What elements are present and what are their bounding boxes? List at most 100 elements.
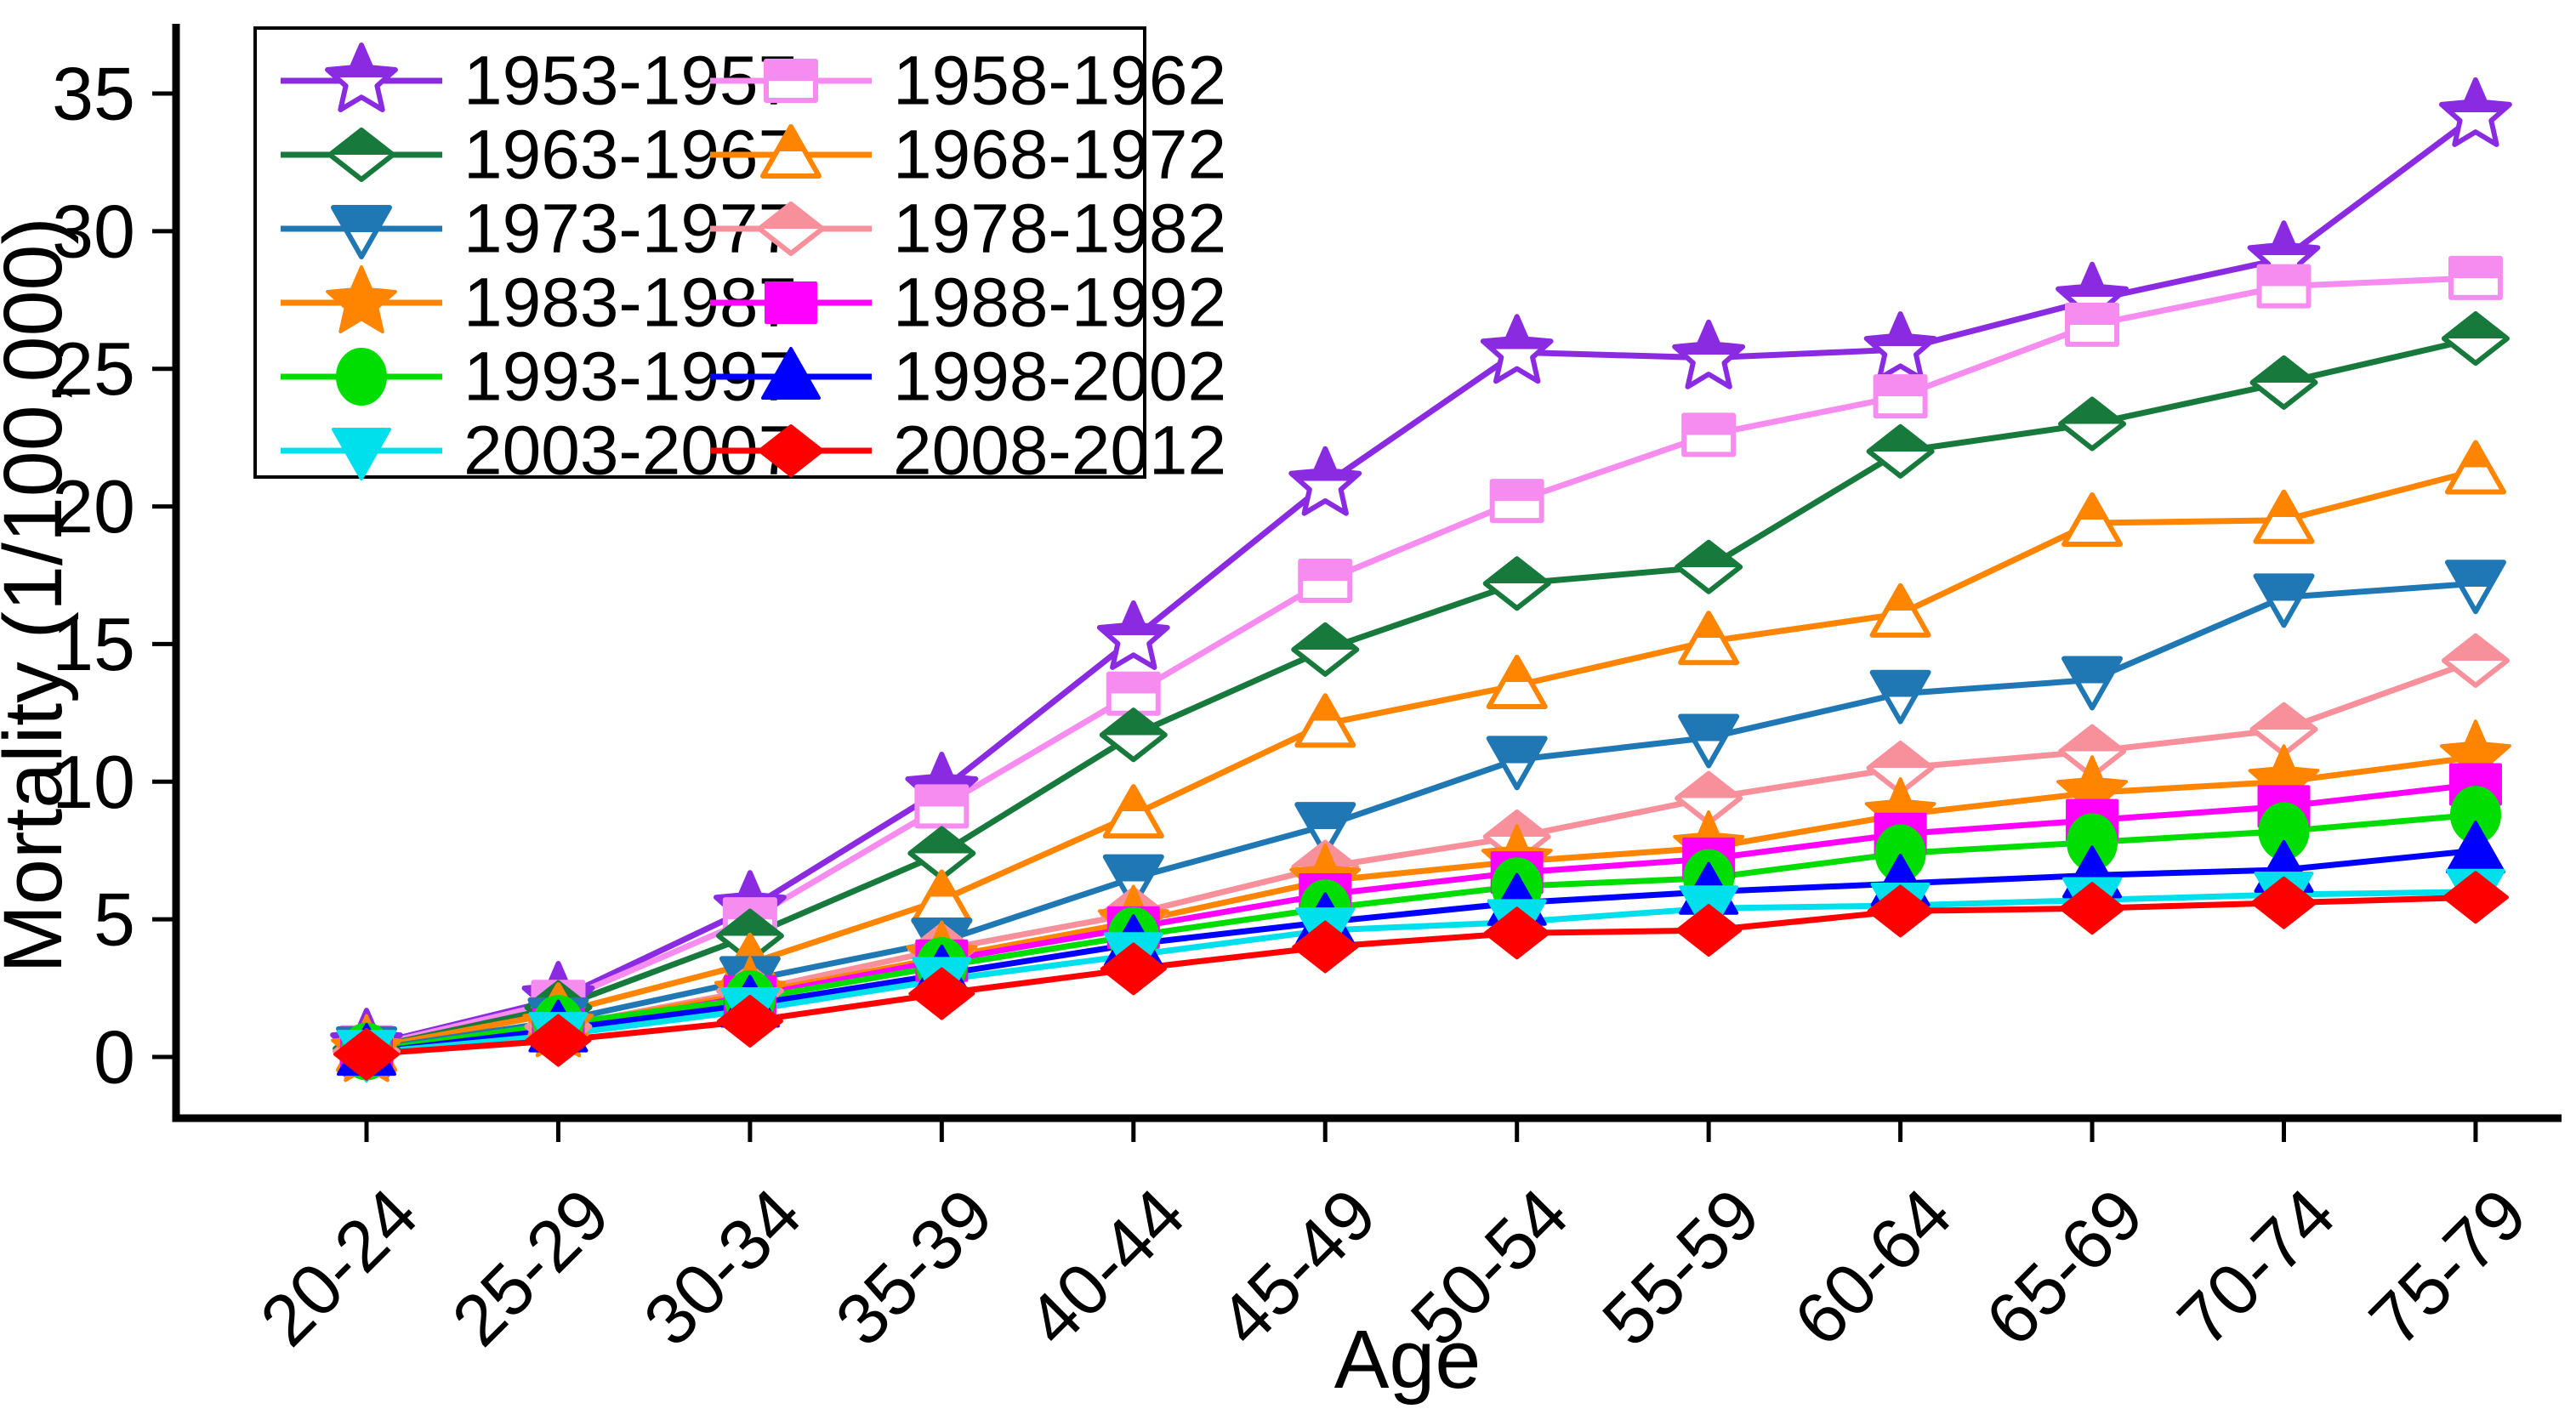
data-point-1963-1967-75-79 bbox=[2441, 311, 2510, 366]
y-tick-label: 15 bbox=[52, 602, 135, 686]
data-point-1968-1972-65-69 bbox=[2061, 492, 2124, 548]
data-point-1973-1977-40-44 bbox=[1102, 854, 1164, 909]
data-point-1968-1972-60-64 bbox=[1869, 582, 1931, 638]
legend-item-2008-2012: 2008-2012 bbox=[710, 412, 1226, 490]
data-point-1953-1957-50-54 bbox=[1480, 314, 1554, 384]
y-tick-label: 0 bbox=[94, 1015, 135, 1099]
x-tick-label: 30-34 bbox=[628, 1173, 816, 1361]
legend-label: 1998-2002 bbox=[893, 338, 1226, 416]
data-point-1953-1957-45-49 bbox=[1288, 446, 1362, 516]
data-point-1958-1962-65-69 bbox=[2065, 302, 2120, 347]
legend-marker-triangle-down bbox=[331, 205, 392, 259]
legend-marker-diamond bbox=[757, 202, 825, 256]
legend-label: 2008-2012 bbox=[893, 412, 1226, 490]
legend-label: 1978-1982 bbox=[893, 190, 1226, 268]
data-point-1978-1982-65-69 bbox=[2058, 724, 2127, 779]
x-tick-label: 20-24 bbox=[246, 1173, 434, 1361]
data-point-1963-1967-70-74 bbox=[2249, 355, 2318, 410]
data-point-2008-2012-40-44 bbox=[1100, 942, 1167, 996]
data-point-1953-1957-40-44 bbox=[1096, 600, 1170, 670]
data-point-1953-1957-55-59 bbox=[1672, 319, 1746, 389]
data-point-1963-1967-55-59 bbox=[1675, 539, 1743, 594]
data-point-2008-2012-65-69 bbox=[2059, 882, 2126, 935]
x-tick-label: 65-69 bbox=[1971, 1173, 2159, 1361]
data-point-2008-2012-50-54 bbox=[1483, 906, 1550, 960]
data-point-1958-1962-40-44 bbox=[1106, 671, 1161, 716]
data-point-1978-1982-60-64 bbox=[1866, 741, 1935, 796]
data-point-1973-1977-55-59 bbox=[1678, 713, 1740, 769]
data-point-1973-1977-65-69 bbox=[2061, 656, 2124, 711]
legend-item-1978-1982: 1978-1982 bbox=[710, 190, 1226, 268]
legend-label: 1968-1972 bbox=[893, 116, 1226, 194]
legend-marker-star bbox=[326, 265, 397, 333]
y-axis-title: Mortality (1/100,000) bbox=[0, 217, 79, 974]
data-point-1968-1972-40-44 bbox=[1102, 784, 1164, 839]
x-tick-label: 70-74 bbox=[2163, 1173, 2351, 1361]
legend-item-1958-1962: 1958-1962 bbox=[710, 43, 1226, 120]
x-tick-label: 75-79 bbox=[2354, 1173, 2542, 1361]
data-point-1958-1962-50-54 bbox=[1489, 479, 1544, 524]
y-tick-label: 5 bbox=[94, 878, 135, 962]
data-point-2008-2012-70-74 bbox=[2250, 876, 2317, 929]
legend-item-1988-1992: 1988-1992 bbox=[710, 264, 1226, 342]
x-tick-label: 35-39 bbox=[821, 1173, 1009, 1361]
legend-item-1968-1972: 1968-1972 bbox=[710, 116, 1226, 194]
data-point-1958-1962-35-39 bbox=[914, 784, 970, 829]
data-point-2008-2012-55-59 bbox=[1675, 904, 1743, 957]
legend-marker-triangle-down bbox=[332, 428, 391, 480]
series-line-2003-2007 bbox=[363, 889, 2479, 1056]
data-point-1968-1972-55-59 bbox=[1678, 611, 1740, 666]
data-point-2008-2012-20-24 bbox=[333, 1027, 400, 1081]
legend-label: 1988-1992 bbox=[893, 264, 1226, 342]
data-point-1963-1967-35-39 bbox=[907, 826, 976, 881]
y-tick-label: 30 bbox=[52, 189, 135, 273]
data-point-1958-1962-70-74 bbox=[2256, 264, 2312, 309]
data-point-1963-1967-60-64 bbox=[1866, 423, 1935, 479]
legend-marker-diamond bbox=[758, 424, 824, 477]
data-point-1958-1962-55-59 bbox=[1681, 412, 1737, 457]
data-point-1963-1967-50-54 bbox=[1482, 556, 1551, 611]
data-point-2008-2012-25-29 bbox=[525, 1014, 592, 1067]
data-point-1963-1967-65-69 bbox=[2058, 396, 2127, 452]
x-axis-title: Age bbox=[1334, 1313, 1481, 1406]
data-point-1958-1962-60-64 bbox=[1873, 374, 1928, 419]
legend-item-2003-2007: 2003-2007 bbox=[281, 412, 797, 490]
series-line-1973-1977 bbox=[363, 580, 2479, 1054]
data-point-2008-2012-35-39 bbox=[908, 967, 975, 1020]
series-line-1968-1972 bbox=[363, 467, 2479, 1052]
data-point-1963-1967-45-49 bbox=[1291, 622, 1360, 677]
legend-item-1983-1987: 1983-1987 bbox=[281, 264, 797, 342]
legend-label: 1958-1962 bbox=[893, 43, 1226, 120]
data-point-2008-2012-45-49 bbox=[1292, 920, 1359, 974]
data-point-1978-1982-55-59 bbox=[1675, 770, 1743, 826]
y-tick-label: 25 bbox=[52, 327, 135, 411]
data-point-1968-1972-45-49 bbox=[1294, 693, 1356, 748]
x-tick-label: 25-29 bbox=[437, 1173, 625, 1361]
series-group bbox=[330, 77, 2512, 1083]
data-point-2008-2012-75-79 bbox=[2442, 871, 2509, 924]
data-point-1953-1957-75-79 bbox=[2439, 77, 2512, 147]
data-point-1978-1982-70-74 bbox=[2249, 702, 2318, 757]
data-point-1963-1967-40-44 bbox=[1099, 707, 1168, 763]
data-point-1973-1977-50-54 bbox=[1486, 736, 1548, 791]
legend-marker-circle bbox=[336, 348, 387, 406]
series-line-1998-2002 bbox=[363, 847, 2479, 1056]
x-tick-label: 60-64 bbox=[1779, 1173, 1967, 1361]
data-point-1978-1982-75-79 bbox=[2441, 633, 2510, 688]
x-tick-label: 40-44 bbox=[1012, 1173, 1200, 1361]
data-point-1958-1962-75-79 bbox=[2448, 255, 2503, 300]
legend-marker-triangle-up bbox=[761, 347, 821, 400]
data-point-1973-1977-75-79 bbox=[2444, 560, 2506, 615]
legend-box bbox=[253, 26, 1146, 479]
legend-marker-square bbox=[765, 281, 817, 324]
data-point-2008-2012-30-34 bbox=[716, 994, 783, 1048]
data-point-1968-1972-35-39 bbox=[911, 869, 973, 924]
data-point-1973-1977-45-49 bbox=[1294, 802, 1356, 857]
legend-marker-star bbox=[325, 43, 398, 112]
data-point-1973-1977-60-64 bbox=[1869, 669, 1931, 724]
data-point-1973-1977-70-74 bbox=[2253, 573, 2315, 628]
x-tick-label: 55-59 bbox=[1588, 1173, 1776, 1361]
data-point-1968-1972-75-79 bbox=[2444, 440, 2506, 495]
